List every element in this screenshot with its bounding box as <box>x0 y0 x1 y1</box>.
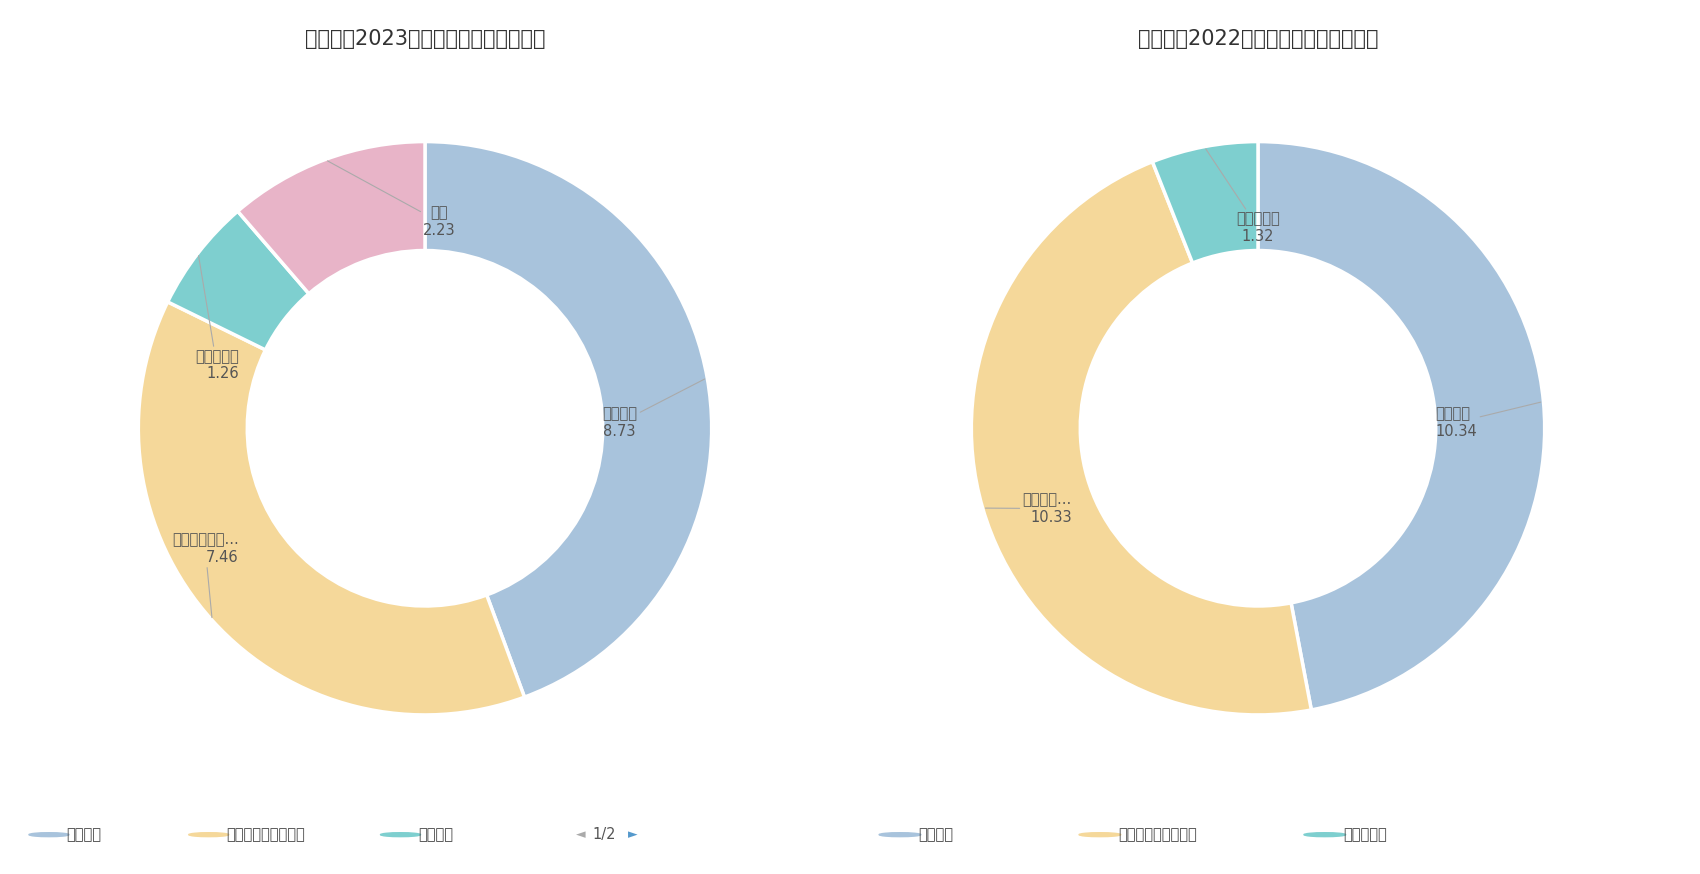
Text: ►: ► <box>629 829 638 841</box>
Text: 投资收益
8.73: 投资收益 8.73 <box>604 379 706 439</box>
Text: 其他
2.23: 其他 2.23 <box>328 161 456 238</box>
Circle shape <box>1080 833 1120 836</box>
Text: 利息净收: 利息净收 <box>418 827 454 843</box>
Circle shape <box>381 833 420 836</box>
Text: ◄: ◄ <box>576 829 586 841</box>
Circle shape <box>879 833 921 836</box>
Title: 中原证券2023年营业收入构成（亿元）: 中原证券2023年营业收入构成（亿元） <box>304 29 546 49</box>
Text: 投资收益: 投资收益 <box>918 827 954 843</box>
Wedge shape <box>971 162 1311 715</box>
Title: 中原证券2022年营业收入构成（亿元）: 中原证券2022年营业收入构成（亿元） <box>1137 29 1379 49</box>
Text: 投资收益: 投资收益 <box>66 827 102 843</box>
Text: 手续费及...
10.33: 手续费及... 10.33 <box>986 492 1071 524</box>
Text: 手续费及佣金净收入: 手续费及佣金净收入 <box>226 827 304 843</box>
Circle shape <box>189 833 230 836</box>
Text: 手续费及佣金...
7.46: 手续费及佣金... 7.46 <box>172 532 238 618</box>
Wedge shape <box>138 302 525 715</box>
Wedge shape <box>425 142 712 697</box>
Text: 利息净收入: 利息净收入 <box>1343 827 1387 843</box>
Circle shape <box>29 833 70 836</box>
Wedge shape <box>238 142 425 294</box>
Text: 利息净收入
1.26: 利息净收入 1.26 <box>196 256 238 381</box>
Circle shape <box>1304 833 1346 836</box>
Wedge shape <box>1258 142 1545 710</box>
Text: 利息净收入
1.32: 利息净收入 1.32 <box>1205 149 1280 244</box>
Wedge shape <box>168 212 309 350</box>
Text: 1/2: 1/2 <box>592 827 615 843</box>
Text: 投资收益
10.34: 投资收益 10.34 <box>1436 402 1540 439</box>
Text: 手续费及佣金净收入: 手续费及佣金净收入 <box>1119 827 1197 843</box>
Wedge shape <box>1153 142 1258 263</box>
